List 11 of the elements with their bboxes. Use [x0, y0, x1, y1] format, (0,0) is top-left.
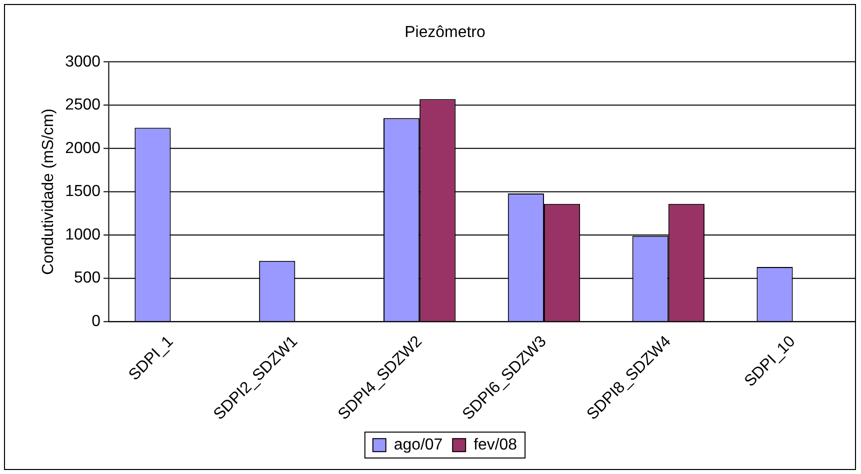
y-tick-label: 2000: [65, 140, 101, 157]
y-tick-label: 3000: [65, 53, 101, 70]
chart-title: Piezômetro: [404, 24, 486, 41]
legend-label: ago/07: [394, 436, 443, 454]
y-tick-label: 1000: [65, 226, 101, 244]
legend-label: fev/08: [474, 436, 518, 454]
y-tick-label: 500: [74, 270, 101, 287]
y-tick-label: 0: [92, 312, 101, 330]
y-tick-label: 1500: [65, 183, 101, 200]
y-tick-label: 2500: [65, 96, 101, 114]
y-axis-title: Condutividade (mS/cm): [40, 108, 57, 275]
